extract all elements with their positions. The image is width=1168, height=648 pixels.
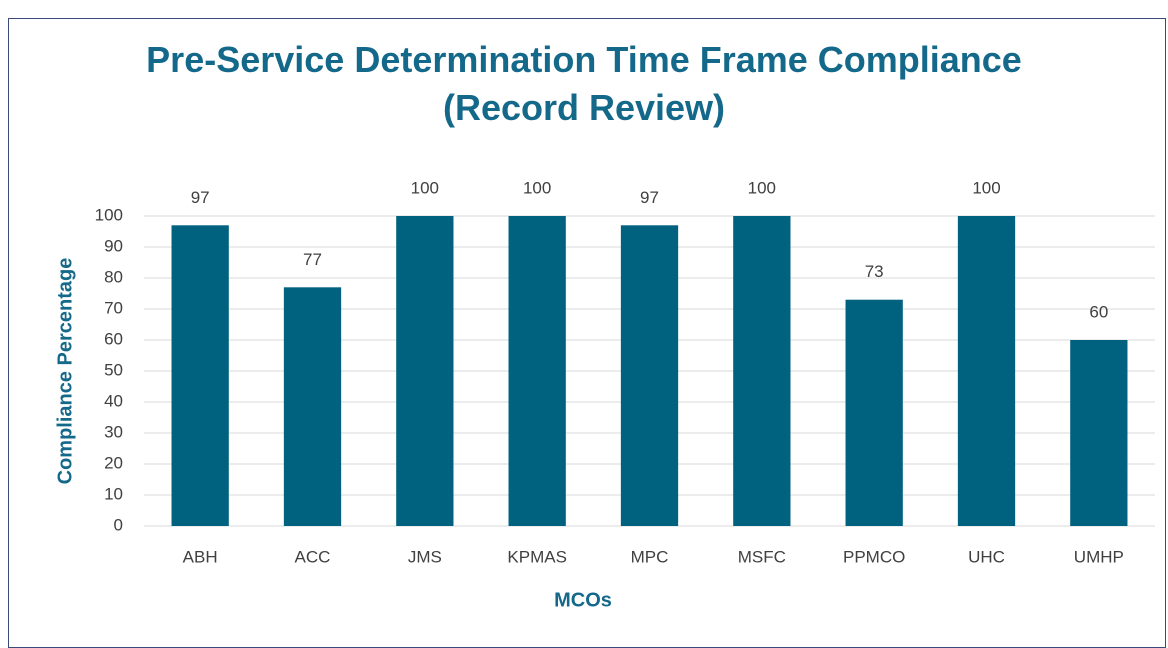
bar [283, 287, 342, 526]
x-tick-label: MPC [631, 547, 669, 566]
data-label: 60 [1089, 302, 1108, 321]
y-tick-label: 60 [104, 329, 123, 348]
x-tick-label: PPMCO [843, 547, 905, 566]
bar [508, 216, 566, 526]
data-label: 100 [748, 178, 776, 197]
x-tick-label: ACC [295, 547, 331, 566]
y-tick-label: 40 [104, 391, 123, 410]
data-label: 77 [303, 250, 322, 269]
y-axis-title: Compliance Percentage [54, 258, 76, 485]
x-tick-label: ABH [183, 547, 218, 566]
y-tick-label: 0 [114, 515, 123, 534]
x-tick-label: JMS [408, 547, 442, 566]
data-label: 73 [865, 262, 884, 281]
chart-title: Pre-Service Determination Time Frame Com… [146, 39, 1022, 128]
y-tick-label: 100 [95, 205, 123, 224]
bar [396, 216, 454, 526]
bar [1070, 340, 1128, 526]
x-tick-label: UMHP [1074, 547, 1124, 566]
data-label: 100 [411, 178, 439, 197]
x-axis-title: MCOs [554, 589, 612, 611]
data-label: 97 [191, 188, 210, 207]
bar [171, 225, 229, 527]
data-label: 100 [972, 178, 1000, 197]
y-tick-label: 70 [104, 298, 123, 317]
x-tick-label: UHC [968, 547, 1005, 566]
data-label: 100 [523, 178, 551, 197]
y-tick-label: 20 [104, 453, 123, 472]
y-tick-label: 90 [104, 236, 123, 255]
bar [957, 216, 1016, 526]
y-tick-label: 50 [104, 360, 123, 379]
x-tick-label: MSFC [738, 547, 786, 566]
y-tick-label: 80 [104, 267, 123, 286]
data-label: 97 [640, 188, 659, 207]
y-tick-label: 10 [104, 484, 123, 503]
x-tick-label: KPMAS [507, 547, 567, 566]
y-tick-label: 30 [104, 422, 123, 441]
bar [620, 225, 679, 527]
bar [733, 216, 791, 526]
bar [845, 299, 903, 526]
